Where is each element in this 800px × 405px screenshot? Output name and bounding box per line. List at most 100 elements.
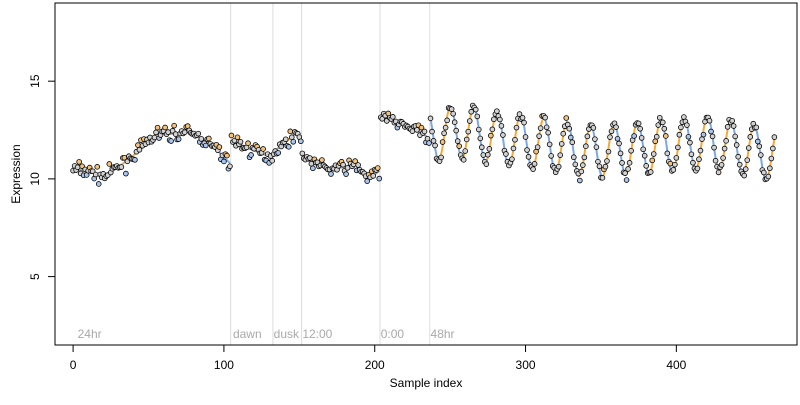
trend-segment	[228, 162, 230, 164]
data-point	[77, 159, 82, 164]
data-point	[712, 145, 717, 150]
data-point	[229, 133, 234, 138]
data-point	[748, 134, 753, 139]
data-point	[520, 115, 525, 120]
data-point	[596, 159, 601, 164]
data-point	[722, 146, 727, 151]
data-point	[182, 130, 187, 135]
data-point	[133, 157, 138, 162]
trend-segment	[123, 162, 125, 163]
data-point	[371, 174, 376, 179]
data-point	[329, 172, 334, 177]
y-tick-label: 5	[28, 273, 42, 280]
data-point	[107, 162, 112, 167]
data-point	[307, 156, 312, 161]
data-point	[605, 159, 610, 164]
data-point	[169, 139, 174, 144]
data-point	[671, 168, 676, 173]
trend-segment	[596, 150, 598, 160]
data-point	[677, 132, 682, 137]
data-point	[609, 129, 614, 134]
data-point	[93, 172, 98, 177]
data-point	[463, 149, 468, 154]
data-point	[96, 182, 101, 187]
data-point	[624, 178, 629, 183]
data-point	[597, 164, 602, 169]
data-point	[746, 146, 751, 151]
data-point	[721, 156, 726, 161]
data-point	[172, 123, 177, 128]
data-point	[497, 117, 502, 122]
data-point	[166, 130, 171, 135]
data-point	[431, 138, 436, 143]
data-point	[466, 129, 471, 134]
segment-label: 12:00	[302, 327, 332, 341]
trend-segment	[133, 154, 135, 155]
data-point	[261, 147, 266, 152]
data-point	[660, 120, 665, 125]
data-point	[754, 125, 759, 130]
y-tick-label: 10	[28, 172, 42, 186]
data-point	[222, 159, 227, 164]
data-point	[654, 134, 659, 139]
data-point	[641, 147, 646, 152]
data-point	[154, 130, 159, 135]
data-point	[246, 141, 251, 146]
data-point	[217, 145, 222, 150]
data-point	[709, 129, 714, 134]
segment-label: 0:00	[381, 327, 405, 341]
data-point	[345, 165, 350, 170]
data-point	[535, 145, 540, 150]
data-point	[615, 136, 620, 141]
data-point	[713, 158, 718, 163]
data-point	[767, 166, 772, 171]
data-point	[203, 143, 208, 148]
data-point	[675, 145, 680, 150]
trend-segment	[441, 147, 443, 155]
data-point	[701, 132, 706, 137]
data-point	[743, 167, 748, 172]
data-point	[310, 166, 315, 171]
data-point	[475, 114, 480, 119]
data-point	[356, 163, 361, 168]
data-point	[288, 129, 293, 134]
data-point	[119, 165, 124, 170]
data-point	[627, 160, 632, 165]
data-point	[249, 153, 254, 158]
trend-segment	[666, 140, 668, 151]
data-point	[651, 152, 656, 157]
segment-label: 24hr	[78, 327, 102, 341]
segment-label: 48hr	[431, 327, 455, 341]
x-tick-label: 100	[214, 358, 234, 372]
x-tick-label: 400	[666, 358, 686, 372]
data-point	[665, 151, 670, 156]
data-point	[487, 146, 492, 151]
data-point	[769, 156, 774, 161]
data-point	[594, 145, 599, 150]
data-point	[467, 119, 472, 124]
data-point	[674, 155, 679, 160]
data-point	[501, 133, 506, 138]
data-point	[427, 141, 432, 146]
data-point	[681, 115, 686, 120]
data-point	[276, 151, 281, 156]
data-point	[286, 144, 291, 149]
data-point	[725, 124, 730, 129]
data-point	[772, 135, 777, 140]
data-point	[758, 153, 763, 158]
data-point	[663, 134, 668, 139]
data-point	[136, 143, 141, 148]
data-points	[71, 103, 777, 186]
data-point	[155, 125, 160, 130]
data-point	[617, 141, 622, 146]
data-point	[653, 139, 658, 144]
data-point	[568, 135, 573, 140]
data-point	[742, 173, 747, 178]
data-point	[490, 127, 495, 132]
data-point	[511, 146, 516, 151]
data-point	[428, 116, 433, 121]
data-point	[469, 109, 474, 114]
data-point	[309, 161, 314, 166]
data-point	[579, 169, 584, 174]
